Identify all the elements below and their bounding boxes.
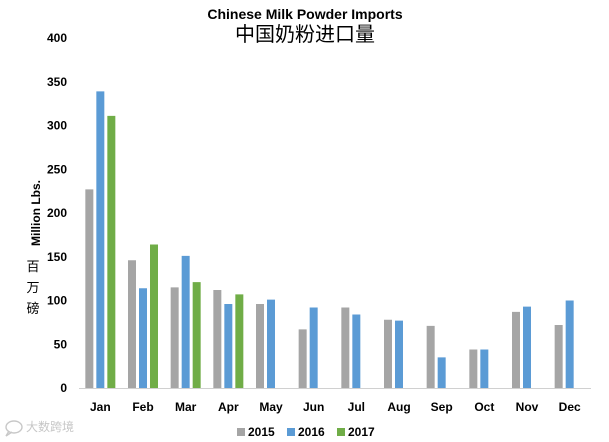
bar-2016-feb bbox=[139, 288, 147, 388]
bar-2016-jul bbox=[352, 314, 361, 388]
bar-2016-may bbox=[267, 299, 275, 388]
bar-2015-feb bbox=[128, 260, 136, 388]
bar-2015-may bbox=[256, 304, 264, 388]
x-tick-label: Jan bbox=[90, 400, 111, 414]
bar-2017-apr bbox=[235, 294, 244, 388]
bar-2015-jan bbox=[85, 189, 94, 388]
y-tick-label: 150 bbox=[47, 250, 67, 264]
bar-2016-nov bbox=[523, 306, 531, 388]
bar-2016-dec bbox=[565, 300, 574, 388]
y-axis-label-cn-1: 百 bbox=[26, 259, 39, 274]
legend-label-2015: 2015 bbox=[248, 425, 275, 439]
x-tick-label: Mar bbox=[175, 400, 197, 414]
bar-2016-jan bbox=[96, 91, 105, 388]
bar-2016-aug bbox=[395, 320, 403, 388]
legend-label-2017: 2017 bbox=[348, 425, 375, 439]
y-tick-label: 0 bbox=[60, 381, 67, 395]
legend-swatch-2017 bbox=[337, 428, 345, 436]
bar-2015-aug bbox=[384, 319, 392, 388]
x-tick-label: Nov bbox=[516, 400, 539, 414]
y-tick-label: 50 bbox=[54, 337, 68, 351]
x-tick-label: Jun bbox=[303, 400, 324, 414]
y-axis-label-cn-2: 万 bbox=[26, 280, 39, 295]
y-axis-ticks: 0 50 100 150 200 250 300 350 400 bbox=[47, 31, 67, 395]
x-tick-label: Dec bbox=[559, 400, 581, 414]
x-tick-label: Jul bbox=[348, 400, 365, 414]
x-axis-ticks: Jan Feb Mar Apr May Jun Jul Aug Sep Oct Nov Dec bbox=[90, 400, 581, 414]
legend: 2015 2016 2017 bbox=[237, 425, 375, 439]
x-tick-label: Sep bbox=[431, 400, 453, 414]
bar-2016-jun bbox=[309, 307, 318, 388]
bar-2015-nov bbox=[512, 311, 520, 388]
y-tick-label: 100 bbox=[47, 294, 67, 308]
bar-2017-jan bbox=[107, 115, 116, 388]
y-tick-label: 300 bbox=[47, 119, 67, 133]
y-tick-label: 250 bbox=[47, 162, 67, 176]
x-tick-label: Feb bbox=[132, 400, 153, 414]
bars bbox=[85, 91, 574, 388]
legend-swatch-2015 bbox=[237, 428, 245, 436]
y-tick-label: 350 bbox=[47, 75, 67, 89]
legend-label-2016: 2016 bbox=[298, 425, 325, 439]
bar-2016-sep bbox=[437, 357, 446, 388]
chat-bubble-icon bbox=[5, 420, 23, 437]
watermark-text: 大数跨境 bbox=[26, 419, 74, 434]
bar-2015-jun bbox=[298, 329, 307, 388]
bar-2015-apr bbox=[213, 290, 222, 388]
bar-2017-mar bbox=[192, 282, 201, 388]
chart-title: Chinese Milk Powder Imports bbox=[207, 6, 402, 22]
bar-2017-feb bbox=[150, 244, 158, 388]
legend-swatch-2016 bbox=[287, 428, 295, 436]
bar-2016-apr bbox=[224, 304, 233, 388]
bar-2015-oct bbox=[469, 349, 478, 388]
bar-2016-mar bbox=[181, 255, 190, 388]
x-tick-label: Apr bbox=[218, 400, 239, 414]
y-axis-label: Million Lbs. bbox=[29, 180, 43, 246]
bar-2016-oct bbox=[480, 349, 489, 388]
bar-2015-mar bbox=[170, 287, 179, 388]
y-tick-label: 400 bbox=[47, 31, 67, 45]
x-tick-label: Aug bbox=[387, 400, 410, 414]
bar-2015-jul bbox=[341, 307, 350, 388]
x-tick-label: May bbox=[259, 400, 283, 414]
bar-2015-sep bbox=[426, 325, 435, 388]
y-axis-label-cn-3: 磅 bbox=[26, 301, 39, 316]
x-tick-label: Oct bbox=[474, 400, 494, 414]
chart-subtitle: 中国奶粉进口量 bbox=[235, 23, 375, 46]
y-tick-label: 200 bbox=[47, 206, 67, 220]
watermark: 大数跨境 bbox=[5, 419, 74, 437]
bar-2015-dec bbox=[554, 325, 563, 388]
